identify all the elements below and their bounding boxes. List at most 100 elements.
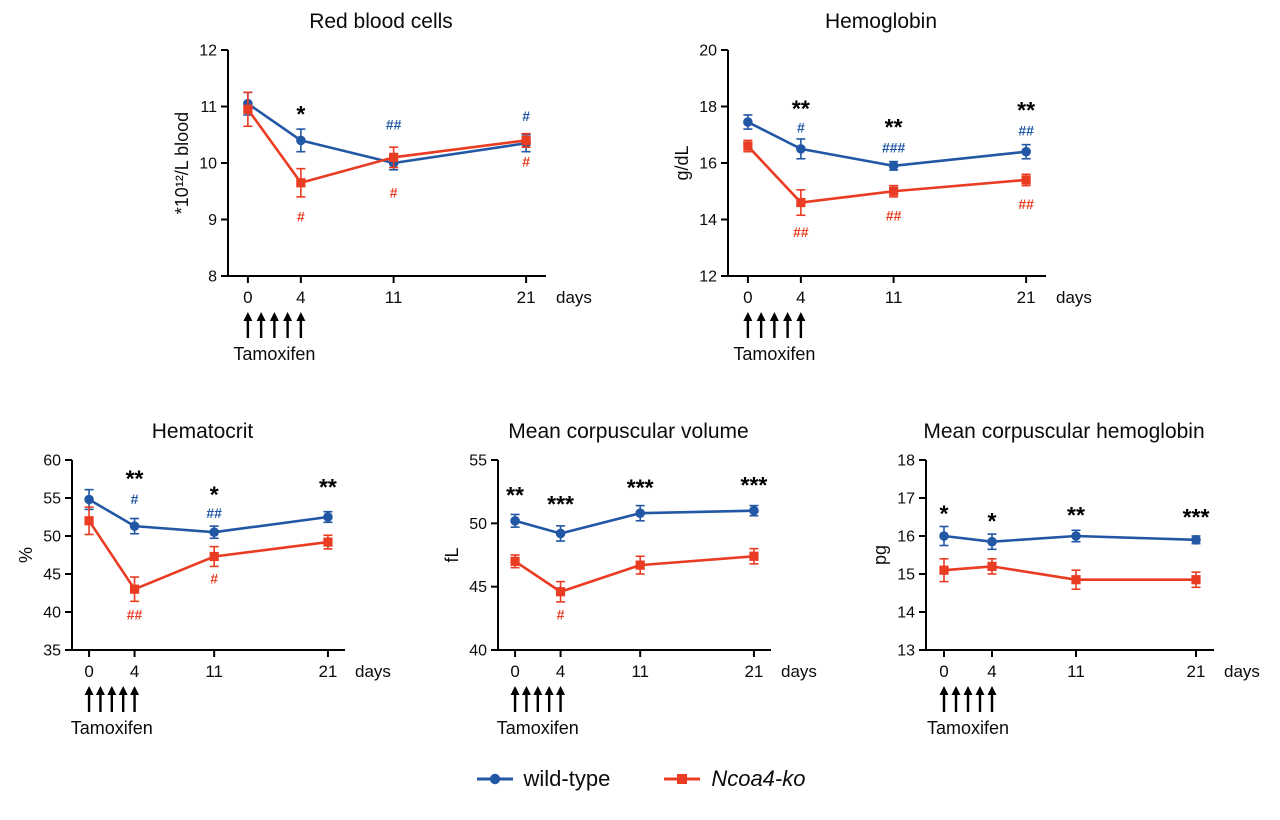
svg-text:days: days <box>781 662 817 681</box>
svg-text:4: 4 <box>556 662 565 681</box>
svg-text:**: ** <box>319 474 337 500</box>
svg-text:##: ## <box>1018 123 1034 139</box>
legend-item-ncoa4-ko: Ncoa4-ko <box>662 766 805 792</box>
svg-text:*: * <box>940 500 949 526</box>
svg-text:14: 14 <box>897 605 915 622</box>
svg-text:##: ## <box>793 224 809 240</box>
svg-text:0: 0 <box>939 662 948 681</box>
svg-text:50: 50 <box>469 516 487 533</box>
svg-text:**: ** <box>126 466 144 492</box>
svg-text:0: 0 <box>243 288 252 307</box>
svg-text:#: # <box>131 491 139 507</box>
svg-text:55: 55 <box>469 453 487 470</box>
svg-text:11: 11 <box>631 662 649 681</box>
svg-text:#: # <box>210 571 218 587</box>
svg-text:Tamoxifen: Tamoxifen <box>233 344 315 364</box>
svg-text:4: 4 <box>987 662 996 681</box>
svg-text:18: 18 <box>897 453 915 470</box>
chart-title-mean-corpuscular-volume: Mean corpuscular volume <box>508 420 749 443</box>
svg-text:20: 20 <box>699 43 717 60</box>
svg-text:g/dL: g/dL <box>672 145 692 180</box>
svg-text:16: 16 <box>699 156 717 173</box>
svg-text:40: 40 <box>43 605 61 622</box>
svg-text:45: 45 <box>43 567 61 584</box>
svg-text:21: 21 <box>318 662 337 681</box>
chart-title-hemoglobin: Hemoglobin <box>824 10 938 33</box>
svg-text:days: days <box>1224 662 1260 681</box>
svg-text:18: 18 <box>699 99 717 116</box>
chart-title-red-blood-cells: Red blood cells <box>309 10 453 33</box>
svg-text:50: 50 <box>43 529 61 546</box>
chart-title-mean-corpuscular-hemoglobin: Mean corpuscular hemoglobin <box>923 420 1205 443</box>
svg-text:*: * <box>210 482 219 508</box>
svg-text:#: # <box>522 108 530 124</box>
panel-hematocrit: Hematocrit 35 40 45 50 55 60 0 4 11 21 days% ** # ## *… <box>10 418 395 758</box>
svg-text:10: 10 <box>199 156 217 173</box>
svg-text:21: 21 <box>1187 662 1206 681</box>
svg-text:9: 9 <box>208 212 217 229</box>
svg-text:*10¹²/L blood: *10¹²/L blood <box>172 112 192 214</box>
svg-text:##: ## <box>386 117 402 133</box>
svg-text:Tamoxifen: Tamoxifen <box>497 718 579 738</box>
svg-text:0: 0 <box>510 662 519 681</box>
svg-text:#: # <box>557 607 565 623</box>
svg-text:**: ** <box>1017 97 1035 123</box>
svg-text:11: 11 <box>205 662 223 681</box>
svg-text:4: 4 <box>296 288 305 307</box>
svg-text:***: *** <box>627 474 654 500</box>
svg-text:##: ## <box>127 606 143 622</box>
svg-text:pg: pg <box>870 545 890 565</box>
svg-text:*: * <box>988 508 997 534</box>
svg-text:11: 11 <box>885 288 903 307</box>
svg-text:Tamoxifen: Tamoxifen <box>733 344 815 364</box>
svg-text:days: days <box>1056 288 1092 307</box>
svg-text:60: 60 <box>43 453 61 470</box>
legend-label-ncoa4-ko: Ncoa4-ko <box>711 766 806 791</box>
svg-text:21: 21 <box>1017 288 1036 307</box>
svg-text:8: 8 <box>208 269 217 286</box>
chart-title-hematocrit: Hematocrit <box>151 420 254 443</box>
svg-text:0: 0 <box>84 662 93 681</box>
svg-text:Tamoxifen: Tamoxifen <box>71 718 153 738</box>
svg-text:35: 35 <box>43 643 61 660</box>
svg-text:11: 11 <box>200 99 217 116</box>
svg-text:55: 55 <box>43 491 61 508</box>
svg-text:14: 14 <box>699 212 717 229</box>
svg-text:###: ### <box>882 139 906 155</box>
svg-text:##: ## <box>206 505 222 521</box>
svg-text:#: # <box>522 153 530 169</box>
figure-legend: wild-type Ncoa4-ko <box>0 766 1280 792</box>
panel-hemoglobin: Hemoglobin 12 14 16 18 20 0 4 11 21 days g/dL ** # ##… <box>666 8 1096 384</box>
svg-text:**: ** <box>792 96 810 122</box>
svg-text:##: ## <box>1018 196 1034 212</box>
svg-text:4: 4 <box>130 662 139 681</box>
svg-text:11: 11 <box>1067 662 1085 681</box>
panel-mean-corpuscular-hemoglobin: Mean corpuscular hemoglobin 13 14 15 16 17 18… <box>864 418 1264 758</box>
svg-text:##: ## <box>886 207 902 223</box>
svg-text:17: 17 <box>897 491 915 508</box>
svg-text:16: 16 <box>897 529 915 546</box>
svg-text:13: 13 <box>897 643 915 660</box>
svg-text:21: 21 <box>517 288 536 307</box>
svg-text:15: 15 <box>897 567 915 584</box>
ncoa4-ko-marker-icon <box>664 774 701 784</box>
svg-text:***: *** <box>547 491 574 517</box>
svg-text:**: ** <box>885 114 903 140</box>
svg-text:fL: fL <box>442 547 462 562</box>
svg-text:Tamoxifen: Tamoxifen <box>927 718 1009 738</box>
svg-text:**: ** <box>1067 502 1085 528</box>
svg-text:0: 0 <box>743 288 752 307</box>
legend-label-wild-type: wild-type <box>523 766 611 791</box>
svg-text:*: * <box>296 101 305 127</box>
svg-text:45: 45 <box>469 579 487 596</box>
svg-text:***: *** <box>741 472 768 498</box>
svg-text:days: days <box>355 662 391 681</box>
svg-text:40: 40 <box>469 643 487 660</box>
svg-text:days: days <box>556 288 592 307</box>
